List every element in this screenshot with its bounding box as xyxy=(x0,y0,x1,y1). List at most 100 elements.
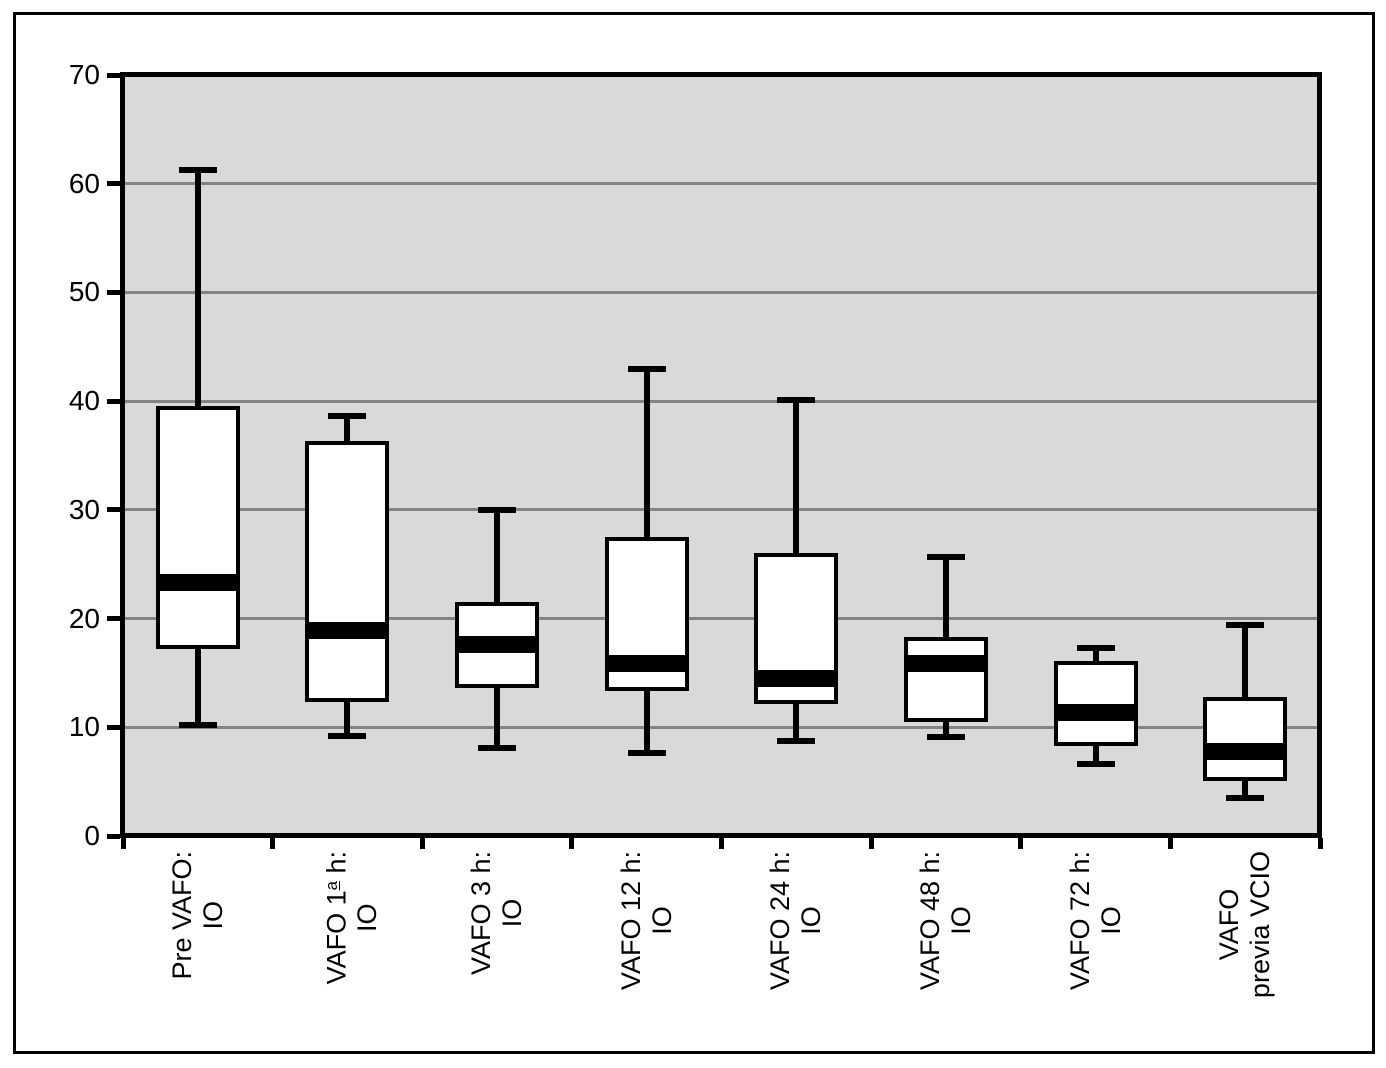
x-category-label: VAFO 12 h: IO xyxy=(616,851,678,1051)
plot-area xyxy=(120,72,1322,838)
ordinal-indicator: a xyxy=(322,881,342,891)
whisker-upper-cap xyxy=(1076,644,1115,651)
gridline xyxy=(125,508,1317,512)
whisker-upper-stem xyxy=(194,169,201,409)
x-axis-tick xyxy=(120,838,126,849)
x-axis-tick xyxy=(1018,838,1024,849)
y-axis-tick xyxy=(107,724,120,730)
whisker-lower-stem xyxy=(494,685,501,748)
x-category-label-text: VAFO 48 h: IO xyxy=(915,851,977,990)
x-axis-tick xyxy=(569,838,575,849)
whisker-lower-cap xyxy=(1076,761,1115,768)
box xyxy=(155,406,240,650)
x-category-label-line: IO xyxy=(1095,906,1126,935)
x-category-label: VAFO 1a h: IO xyxy=(316,851,383,1051)
whisker-lower-stem xyxy=(942,719,949,738)
x-category-label-line: VAFO 24 h: xyxy=(765,851,796,991)
whisker-lower-stem xyxy=(344,699,351,736)
x-category-label: Pre VAFO: IO xyxy=(167,851,229,1051)
median-line xyxy=(459,636,536,654)
x-category-label-line: VAFO 12 h: xyxy=(615,851,646,991)
whisker-upper-cap xyxy=(1226,622,1265,629)
x-category-label-line: VAFO 72 h: xyxy=(1064,851,1095,991)
x-axis-tick xyxy=(419,838,425,849)
whisker-lower-cap xyxy=(328,732,367,739)
x-category-label-line: VAFO 3 h: xyxy=(466,851,497,976)
x-category-label-line: VAFO xyxy=(1214,888,1245,961)
y-axis-tick-label: 20 xyxy=(68,602,100,634)
x-category-label-line: IO xyxy=(646,906,677,935)
whisker-lower-stem xyxy=(793,701,800,742)
whisker-lower-cap xyxy=(478,744,517,751)
x-axis-tick xyxy=(1167,838,1173,849)
x-category-label-line: IO xyxy=(796,906,827,935)
whisker-upper-cap xyxy=(478,506,517,513)
y-axis-tick xyxy=(107,181,120,187)
whisker-lower-stem xyxy=(194,646,201,726)
x-axis-tick xyxy=(270,838,276,849)
whisker-upper-stem xyxy=(643,368,650,540)
x-category-label-line: VAFO 48 h: xyxy=(914,851,945,991)
whisker-lower-stem xyxy=(1242,778,1249,798)
median-line xyxy=(758,669,835,687)
median-line xyxy=(309,622,386,640)
gridline xyxy=(125,290,1317,294)
whisker-upper-cap xyxy=(178,166,217,173)
x-category-label-line: Pre VAFO: xyxy=(166,851,197,980)
box xyxy=(903,636,988,723)
whisker-lower-cap xyxy=(1226,794,1265,801)
box xyxy=(305,441,390,702)
whisker-upper-cap xyxy=(627,365,666,372)
y-axis-tick-label: 50 xyxy=(68,276,100,308)
gridline xyxy=(125,617,1317,621)
median-line xyxy=(1057,703,1134,721)
gridline xyxy=(125,399,1317,403)
x-category-label-line: IO xyxy=(197,901,228,930)
whisker-lower-stem xyxy=(643,688,650,754)
x-category-label-text: VAFO 24 h: IO xyxy=(765,851,827,990)
y-axis-tick xyxy=(107,289,120,295)
gridline xyxy=(125,725,1317,729)
x-category-label: VAFO 24 h: IO xyxy=(765,851,827,1051)
y-axis-tick-label: 60 xyxy=(68,167,100,199)
x-category-label-text: VAFO 72 h: IO xyxy=(1065,851,1127,990)
whisker-lower-stem xyxy=(1092,743,1099,765)
x-axis-tick xyxy=(719,838,724,849)
whisker-upper-stem xyxy=(1242,625,1249,700)
y-axis-tick xyxy=(107,72,120,78)
whisker-upper-cap xyxy=(926,553,965,560)
whisker-upper-stem xyxy=(942,556,949,640)
y-axis-tick xyxy=(107,398,120,404)
x-category-label-line: IO xyxy=(497,898,528,928)
x-category-label-text: VAFO previa VCIO xyxy=(1214,851,1276,998)
x-category-label-line: VAFO 1a h: xyxy=(321,851,352,985)
median-line xyxy=(608,654,685,672)
y-axis-tick-label: 30 xyxy=(68,493,100,525)
x-category-label: VAFO 48 h: IO xyxy=(915,851,977,1051)
y-axis-tick xyxy=(107,833,120,839)
x-category-label: VAFO 3 h: IO xyxy=(466,851,528,1051)
x-category-label-text: VAFO 1a h: IO xyxy=(316,851,383,984)
whisker-upper-cap xyxy=(328,413,367,420)
x-category-label-line: previa VCIO xyxy=(1245,851,1276,999)
y-axis-tick xyxy=(107,616,120,622)
x-category-label-text: VAFO 12 h: IO xyxy=(616,851,678,990)
x-category-label-text: Pre VAFO: IO xyxy=(167,851,229,980)
whisker-upper-cap xyxy=(777,397,816,404)
whisker-lower-cap xyxy=(926,734,965,741)
x-category-label-line: IO xyxy=(352,903,383,932)
whisker-lower-cap xyxy=(178,722,217,729)
x-axis-tick xyxy=(1317,838,1323,849)
whisker-lower-cap xyxy=(627,750,666,757)
median-line xyxy=(159,574,236,592)
box xyxy=(1203,696,1288,781)
whisker-lower-cap xyxy=(777,738,816,745)
whisker-upper-stem xyxy=(793,400,800,556)
x-category-label: VAFO 72 h: IO xyxy=(1065,851,1127,1051)
gridline xyxy=(125,182,1317,186)
y-axis-tick xyxy=(107,507,120,513)
median-line xyxy=(1207,742,1284,760)
whisker-upper-stem xyxy=(344,416,351,444)
y-axis-tick-label: 70 xyxy=(68,59,100,90)
